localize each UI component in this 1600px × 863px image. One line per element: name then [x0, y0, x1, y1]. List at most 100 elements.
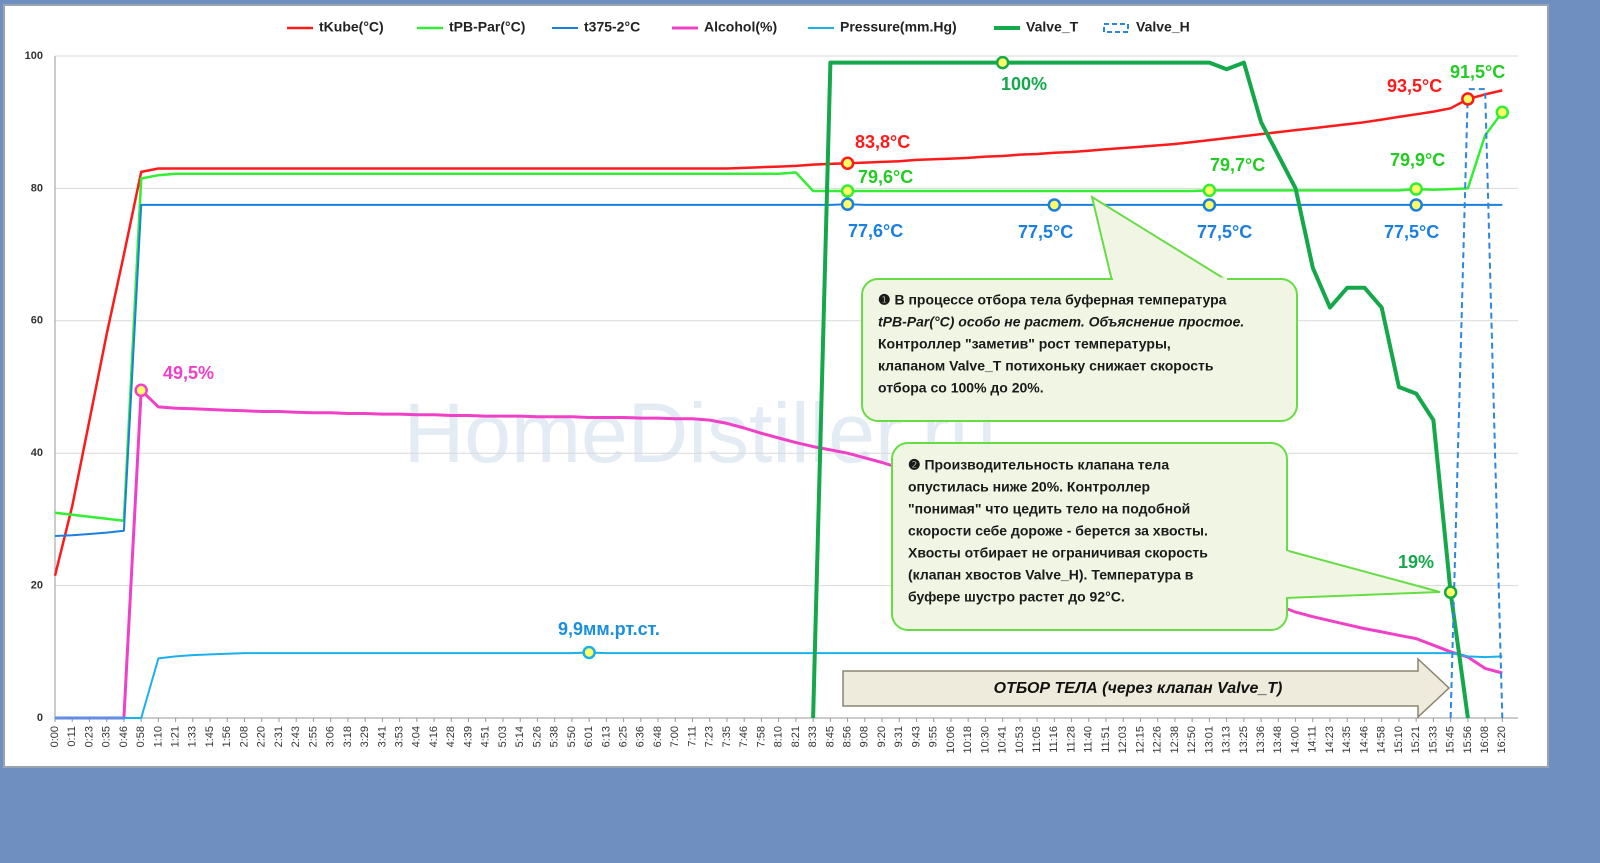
- x-tick-label: 5:38: [549, 726, 561, 747]
- annotation-marker: [840, 197, 855, 212]
- x-tick-label: 2:08: [238, 726, 250, 747]
- x-tick-label: 6:01: [583, 726, 595, 747]
- x-tick-label: 1:45: [204, 726, 216, 747]
- annotation: 100%: [1001, 74, 1047, 94]
- x-tick-label: 14:35: [1341, 726, 1353, 754]
- x-tick-label: 15:56: [1462, 726, 1474, 754]
- x-tick-label: 10:18: [962, 726, 974, 754]
- callout-text: клапаном Valve_T потихоньку снижает скор…: [878, 358, 1214, 374]
- legend-swatch: [1103, 23, 1129, 33]
- y-tick-label: 100: [25, 50, 43, 62]
- x-tick-label: 2:55: [307, 726, 319, 747]
- callout-box: [891, 442, 1288, 631]
- annotation-marker: [582, 645, 596, 660]
- annotation: 93,5°C: [1387, 76, 1442, 96]
- x-tick-label: 5:03: [497, 726, 509, 747]
- x-tick-label: 16:08: [1479, 726, 1491, 754]
- x-tick-label: 7:58: [755, 726, 767, 747]
- x-tick-label: 11:05: [1031, 726, 1043, 753]
- legend-label: Valve_T: [1026, 19, 1079, 35]
- annotation: 77,5°C: [1018, 222, 1073, 242]
- x-tick-label: 13:25: [1238, 726, 1250, 754]
- callout-text: буфере шустро растет до 92°С.: [908, 589, 1125, 605]
- y-tick-label: 0: [37, 712, 43, 724]
- annotation: 77,5°C: [1197, 222, 1252, 242]
- callout-text: скорости себе дороже - берется за хвосты…: [908, 523, 1208, 539]
- annotation-marker: [840, 184, 855, 198]
- x-tick-label: 9:08: [859, 726, 871, 747]
- annotation: 77,5°C: [1384, 222, 1439, 242]
- x-tick-label: 15:45: [1445, 726, 1457, 754]
- x-tick-label: 5:50: [566, 726, 578, 747]
- legend-label: Valve_H: [1136, 19, 1190, 35]
- x-tick-label: 1:21: [170, 726, 182, 747]
- banner-text: ОТБОР ТЕЛА (через клапан Valve_T): [994, 680, 1283, 697]
- callout-text: tPB-Par(°C) особо не растет. Объяснение …: [878, 314, 1244, 330]
- x-tick-label: 13:01: [1203, 726, 1215, 754]
- x-tick-label: 15:33: [1427, 726, 1439, 754]
- y-tick-label: 20: [31, 580, 43, 592]
- x-tick-label: 5:26: [531, 726, 543, 747]
- series-line: [1449, 88, 1504, 719]
- x-tick-label: 3:29: [359, 726, 371, 747]
- legend-label: tKube(°C): [319, 19, 384, 35]
- y-tick-label: 60: [31, 315, 43, 327]
- callout-text: ❷ Производительность клапана тела: [908, 457, 1169, 473]
- x-tick-label: 14:11: [1307, 726, 1319, 753]
- x-tick-label: 0:58: [135, 726, 147, 747]
- x-tick-label: 11:28: [1065, 726, 1077, 753]
- x-tick-label: 7:11: [686, 726, 698, 747]
- x-tick-label: 9:31: [893, 726, 905, 747]
- x-tick-label: 7:35: [721, 726, 733, 747]
- x-tick-label: 6:25: [617, 726, 629, 747]
- callout-text: ❶ В процессе отбора тела буферная темпер…: [878, 292, 1227, 308]
- x-tick-label: 12:03: [1117, 726, 1129, 754]
- x-tick-label: 11:16: [1048, 726, 1060, 753]
- y-tick-label: 80: [31, 182, 43, 194]
- x-tick-label: 9:43: [910, 726, 922, 747]
- annotation-marker: [840, 156, 855, 170]
- annotation-marker: [1047, 198, 1062, 212]
- y-tick-label: 40: [31, 447, 43, 459]
- annotation-marker: [1202, 198, 1217, 212]
- annotation: 19%: [1398, 552, 1434, 572]
- annotation: 79,9°C: [1390, 150, 1445, 170]
- legend-label: Alcohol(%): [704, 19, 777, 35]
- x-tick-label: 13:13: [1221, 726, 1233, 754]
- x-tick-label: 10:41: [997, 726, 1009, 754]
- x-tick-label: 5:14: [514, 726, 526, 747]
- x-tick-label: 4:51: [480, 726, 492, 747]
- annotation: 79,6°C: [858, 167, 913, 187]
- annotation: 77,6°C: [848, 221, 903, 241]
- x-tick-label: 1:56: [221, 726, 233, 747]
- legend-label: Pressure(mm.Hg): [840, 19, 957, 35]
- x-tick-label: 12:15: [1134, 726, 1146, 754]
- x-tick-label: 7:00: [669, 726, 681, 747]
- series-line: [55, 651, 1503, 719]
- callout-text: отбора со 100% до 20%.: [878, 380, 1044, 396]
- annotation: 91,5°C: [1450, 62, 1505, 82]
- x-tick-label: 4:16: [428, 726, 440, 747]
- x-tick-label: 15:21: [1410, 726, 1422, 754]
- x-tick-label: 3:53: [394, 726, 406, 747]
- x-tick-label: 1:33: [187, 726, 199, 747]
- annotation: 9,9мм.рт.ст.: [558, 619, 660, 639]
- x-tick-label: 3:18: [342, 726, 354, 747]
- x-tick-label: 11:51: [1100, 726, 1112, 753]
- annotation-marker: [1409, 182, 1423, 196]
- annotation: 79,7°C: [1210, 155, 1265, 175]
- x-tick-label: 12:26: [1152, 726, 1164, 754]
- x-tick-label: 2:43: [290, 726, 302, 747]
- x-tick-label: 6:36: [635, 726, 647, 747]
- x-tick-label: 8:21: [790, 726, 802, 747]
- x-tick-label: 8:10: [773, 726, 785, 747]
- x-tick-label: 10:06: [945, 726, 957, 754]
- x-tick-label: 12:38: [1169, 726, 1181, 754]
- x-tick-label: 3:06: [325, 726, 337, 747]
- x-tick-label: 0:46: [118, 726, 130, 747]
- legend-label: t375-2°C: [584, 19, 640, 35]
- annotation: 83,8°C: [855, 132, 910, 152]
- annotation-marker: [1461, 92, 1475, 106]
- annotation-marker: [1495, 105, 1510, 120]
